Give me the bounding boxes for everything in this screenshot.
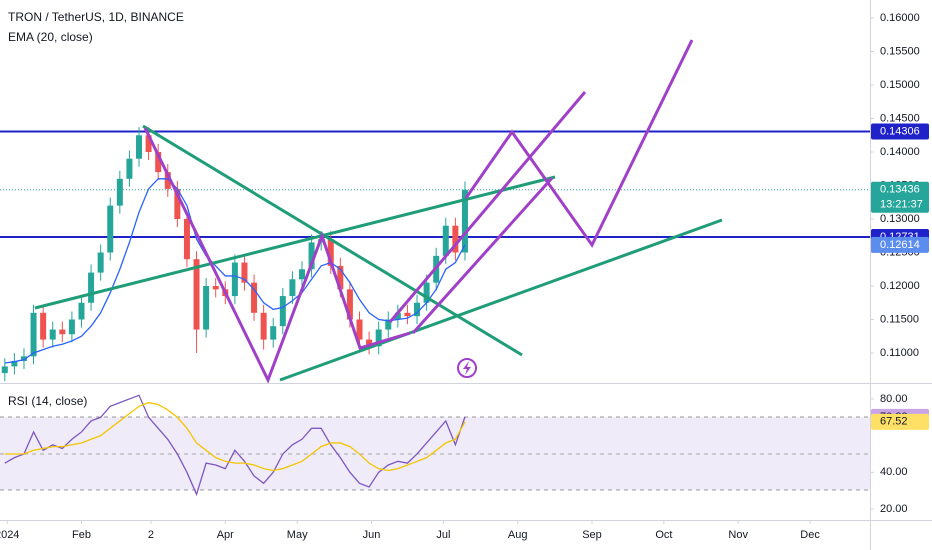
candle-body bbox=[337, 265, 344, 290]
candle-body bbox=[145, 135, 152, 153]
y-tick-label: 0.14500 bbox=[880, 112, 920, 124]
wave-line bbox=[143, 127, 411, 384]
x-tick-label: Apr bbox=[217, 529, 234, 541]
rsi-tick-label: 40.00 bbox=[880, 466, 908, 478]
candle-body bbox=[116, 178, 123, 206]
price-tag-label: 0.12614 bbox=[880, 239, 920, 251]
legend-entry: EMA (20, close) bbox=[8, 30, 93, 44]
price-tag bbox=[871, 123, 929, 140]
price-tag bbox=[871, 236, 929, 253]
channel-line bbox=[411, 176, 554, 335]
candle-body bbox=[308, 242, 315, 270]
candle-body bbox=[136, 135, 143, 159]
candle-body bbox=[260, 312, 267, 340]
candle-body bbox=[241, 262, 248, 283]
candle-body bbox=[394, 312, 401, 320]
x-tick-label: 2 bbox=[148, 529, 154, 541]
candle-body bbox=[155, 152, 162, 173]
candle-body bbox=[203, 285, 210, 330]
rsi-tick-label: 20.00 bbox=[880, 503, 908, 515]
channel-line bbox=[388, 91, 587, 323]
price-tag bbox=[871, 413, 929, 430]
candle-body bbox=[461, 189, 468, 253]
alert-icon[interactable] bbox=[457, 358, 477, 378]
candle-body bbox=[164, 172, 171, 189]
candle-body bbox=[40, 312, 47, 340]
x-tick-label: Aug bbox=[508, 529, 528, 541]
y-tick-label: 0.16000 bbox=[880, 12, 920, 24]
y-tick-label: 0.14000 bbox=[880, 146, 920, 158]
candle-body bbox=[452, 225, 459, 253]
candle-body bbox=[404, 312, 411, 317]
candle-body bbox=[231, 262, 238, 297]
x-tick-label: Nov bbox=[728, 529, 748, 541]
x-tick-label: Jun bbox=[363, 529, 381, 541]
y-tick-label: 0.11500 bbox=[880, 313, 919, 325]
price-tag-label: 0.13436 bbox=[880, 184, 920, 196]
candle-body bbox=[49, 329, 56, 340]
candle-body bbox=[366, 339, 373, 347]
y-tick-label: 0.15500 bbox=[880, 45, 920, 57]
trend-line bbox=[34, 175, 556, 310]
rsi-title: RSI (14, close) bbox=[8, 394, 87, 408]
candle-body bbox=[193, 259, 200, 330]
candle-body bbox=[20, 356, 27, 362]
candle-body bbox=[289, 279, 296, 297]
candle-body bbox=[174, 188, 181, 220]
y-tick-label: 0.13000 bbox=[880, 213, 920, 225]
candle-body bbox=[183, 219, 190, 260]
candle-body bbox=[212, 285, 219, 290]
candle-body bbox=[279, 296, 286, 327]
chart-title: TRON / TetherUS, 1D, BINANCE bbox=[8, 10, 184, 24]
candle-body bbox=[88, 272, 95, 303]
projection-line bbox=[464, 39, 694, 248]
candle-body bbox=[414, 302, 421, 317]
price-tag-label: 67.52 bbox=[880, 416, 908, 428]
x-tick-label: Jul bbox=[436, 529, 450, 541]
candle-body bbox=[346, 289, 353, 320]
y-tick-label: 0.15000 bbox=[880, 79, 920, 91]
drawings bbox=[34, 39, 723, 384]
rsi-tick-label: 80.00 bbox=[880, 393, 908, 405]
candle-body bbox=[327, 239, 334, 266]
x-tick-label: Oct bbox=[655, 529, 672, 541]
candle-body bbox=[107, 205, 114, 253]
x-tick-label: 2024 bbox=[0, 529, 19, 541]
y-tick-label: 0.11000 bbox=[880, 347, 919, 359]
rsi-line bbox=[4, 401, 466, 472]
candle-body bbox=[78, 302, 85, 320]
candle-body bbox=[11, 361, 18, 367]
candle-body bbox=[385, 319, 392, 330]
candle-body bbox=[1, 366, 8, 374]
marks bbox=[0, 127, 870, 497]
price-tag-label: 0.14306 bbox=[880, 125, 920, 137]
candle-body bbox=[30, 312, 37, 357]
x-tick-label: May bbox=[287, 529, 308, 541]
trend-line bbox=[279, 218, 723, 382]
axes: 0.160000.155000.150000.145000.140000.135… bbox=[0, 12, 929, 541]
rsi-line bbox=[4, 394, 466, 497]
price-tag bbox=[871, 181, 929, 213]
candle-body bbox=[442, 225, 449, 256]
candle-body bbox=[270, 326, 277, 340]
candle-body bbox=[423, 282, 430, 303]
candle-body bbox=[126, 158, 133, 179]
countdown: 13:21:37 bbox=[880, 199, 923, 211]
x-tick-label: Dec bbox=[800, 529, 820, 541]
candle-body bbox=[59, 329, 66, 335]
y-tick-label: 0.12000 bbox=[880, 280, 920, 292]
candle-body bbox=[251, 282, 258, 313]
ema-line bbox=[4, 178, 466, 364]
x-tick-label: Feb bbox=[72, 529, 91, 541]
candle-body bbox=[375, 329, 382, 347]
candle-body bbox=[356, 319, 363, 340]
candle-body bbox=[97, 252, 104, 273]
candle-body bbox=[68, 319, 75, 335]
candle-body bbox=[298, 269, 305, 280]
x-tick-label: Sep bbox=[582, 529, 602, 541]
